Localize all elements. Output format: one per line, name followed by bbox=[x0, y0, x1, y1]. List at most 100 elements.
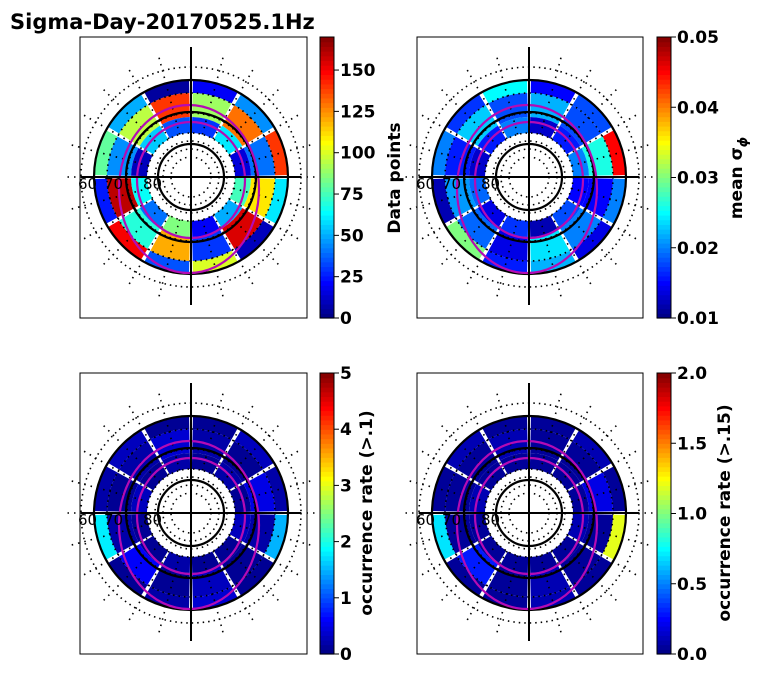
colorbar-step bbox=[320, 182, 334, 188]
heatmap-cell bbox=[222, 105, 263, 146]
oval-outer bbox=[455, 439, 599, 611]
colorbar-step bbox=[320, 271, 334, 277]
colorbar-step bbox=[320, 275, 334, 282]
colorbar-tick-label: 0.5 bbox=[677, 575, 707, 595]
colorbar-step bbox=[320, 466, 334, 472]
grid-spoke bbox=[82, 534, 154, 577]
grid-spoke bbox=[157, 392, 181, 471]
grid-spoke bbox=[566, 534, 638, 577]
oval-outer bbox=[455, 103, 599, 275]
colorbar-frame bbox=[319, 36, 335, 319]
colorbar-step bbox=[657, 168, 671, 174]
colorbar-step bbox=[320, 522, 334, 529]
colorbar-step bbox=[657, 565, 671, 571]
heatmap-cell bbox=[500, 215, 529, 237]
colorbar-step bbox=[320, 480, 334, 486]
grid-spoke bbox=[539, 219, 563, 298]
colorbar-label-mean-sigma: mean σϕ bbox=[727, 137, 751, 219]
colorbar-step bbox=[320, 391, 334, 398]
colorbar-step bbox=[657, 429, 671, 435]
grid-spoke bbox=[559, 424, 618, 483]
heatmap-cell bbox=[482, 80, 528, 104]
heatmap-cell bbox=[445, 220, 486, 261]
heatmap-cell bbox=[234, 429, 275, 470]
colorbar-step bbox=[320, 107, 334, 113]
heatmap-cell bbox=[457, 441, 498, 482]
heatmap-cell bbox=[119, 544, 160, 585]
colorbar-step bbox=[320, 303, 334, 310]
colorbar-step bbox=[657, 452, 671, 458]
colorbar-step bbox=[657, 639, 671, 646]
colorbar-step bbox=[320, 550, 334, 557]
colorbar-step bbox=[320, 447, 334, 454]
heatmap-cell bbox=[482, 586, 528, 610]
colorbar-step bbox=[320, 499, 334, 505]
grid-spoke bbox=[440, 424, 499, 483]
colorbar-step bbox=[657, 135, 671, 141]
colorbar-step bbox=[320, 574, 334, 580]
colorbar-step bbox=[320, 163, 334, 169]
grid-spoke bbox=[228, 449, 300, 492]
colorbar-step bbox=[657, 574, 671, 580]
colorbar-step bbox=[320, 111, 334, 118]
heatmap-cell bbox=[192, 80, 238, 104]
colorbar-step bbox=[657, 102, 671, 108]
colorbar-step bbox=[320, 116, 334, 122]
colorbar-step bbox=[320, 238, 334, 244]
grid-spoke bbox=[70, 479, 149, 503]
colorbar-step bbox=[320, 415, 334, 421]
colorbar-step bbox=[657, 630, 671, 636]
colorbar-tick-label: 0.0 bbox=[677, 645, 707, 665]
colorbar-step bbox=[657, 583, 671, 590]
heatmap-cell bbox=[551, 199, 581, 229]
grid-spoke bbox=[82, 113, 154, 156]
colorbar-step bbox=[657, 97, 671, 104]
figure-title: Sigma-Day-20170525.1Hz bbox=[10, 10, 315, 34]
grid-spoke bbox=[127, 68, 170, 140]
heatmap-cell bbox=[530, 416, 576, 440]
heatmap-cell bbox=[243, 472, 275, 512]
colorbar-step bbox=[657, 616, 671, 622]
heatmap-cell bbox=[234, 220, 275, 261]
colorbar-step bbox=[320, 191, 334, 197]
heatmap-cell bbox=[530, 250, 576, 274]
panel-occurrence-rate-0.15: 60 70 80 0.0 0.5 1.0 1.5 2.0 occurrence rate (… bbox=[404, 364, 735, 665]
colorbar-step bbox=[320, 597, 334, 604]
heatmap-cell bbox=[432, 178, 456, 224]
colorbar-step bbox=[320, 555, 334, 561]
colorbar-step bbox=[320, 210, 334, 216]
colorbar-step bbox=[320, 419, 334, 426]
colorbar-step bbox=[657, 121, 671, 127]
heatmap-cell bbox=[602, 514, 626, 560]
latitude-label-70: 70 bbox=[104, 511, 123, 529]
colorbar-step bbox=[657, 527, 671, 533]
heatmap-cell bbox=[581, 472, 613, 512]
heatmap-cell bbox=[264, 514, 288, 560]
heatmap-cell bbox=[560, 544, 601, 585]
colorbar-step bbox=[657, 294, 671, 300]
colorbar-step bbox=[657, 41, 671, 47]
colorbar-step bbox=[657, 471, 671, 477]
grid-spoke bbox=[566, 198, 638, 241]
colorbar-step bbox=[657, 191, 671, 197]
grid-spoke bbox=[420, 198, 492, 241]
latitude-label-70: 70 bbox=[104, 175, 123, 193]
colorbar-step bbox=[657, 88, 671, 94]
colorbar-step bbox=[657, 140, 671, 146]
latitude-label-60: 60 bbox=[78, 175, 97, 193]
colorbar-step bbox=[320, 172, 334, 179]
colorbar-step bbox=[320, 313, 334, 319]
grid-spoke bbox=[201, 219, 225, 298]
colorbar-step bbox=[320, 102, 334, 108]
colorbar-step bbox=[320, 41, 334, 47]
latitude-label-80: 80 bbox=[481, 175, 500, 193]
heatmap-cell bbox=[107, 136, 139, 176]
colorbar-step bbox=[657, 443, 671, 449]
colorbar-step bbox=[320, 377, 334, 383]
colorbar-step bbox=[320, 532, 334, 538]
colorbar-step bbox=[657, 186, 671, 193]
colorbar-step bbox=[320, 396, 334, 402]
colorbar-step bbox=[657, 419, 671, 426]
colorbar-step bbox=[657, 51, 671, 57]
colorbar-step bbox=[657, 518, 671, 524]
